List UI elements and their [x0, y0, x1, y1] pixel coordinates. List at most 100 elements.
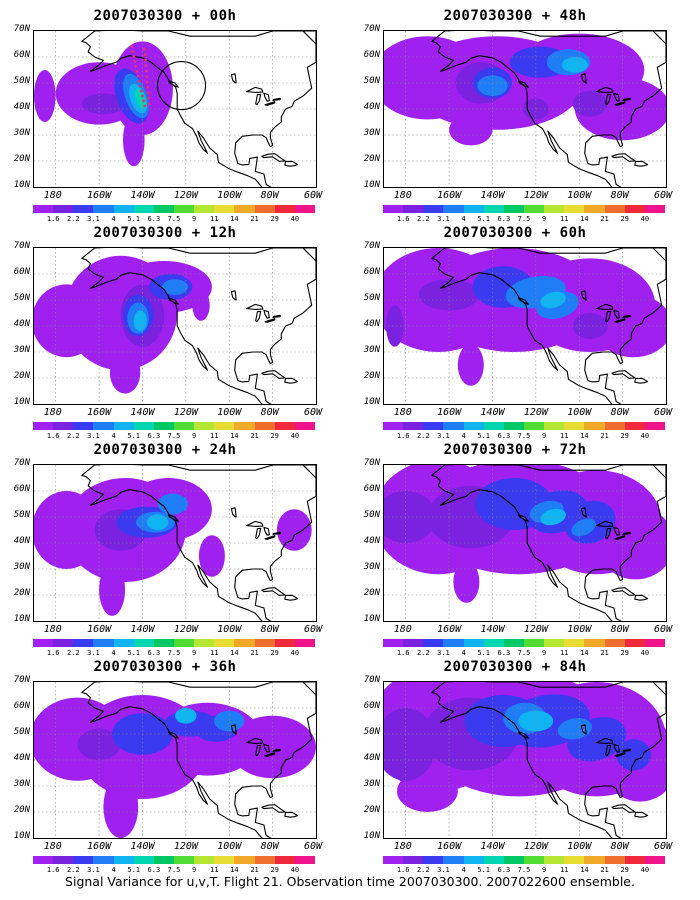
colorbar-swatch: [93, 639, 114, 647]
longitude-label: 100W: [217, 841, 242, 852]
coastline-hispaniola: [634, 160, 649, 167]
coastline-north-america: [431, 248, 666, 404]
colorbar-swatch: [133, 422, 154, 430]
variance-contour: [457, 344, 484, 386]
colorbar-swatch: [254, 422, 275, 430]
variance-contour: [561, 57, 588, 73]
forecast-panel: 2007030300 + 60h 70N 60N 50N 40N 30N 20N 10N 180…: [350, 225, 680, 440]
colorbar-swatch: [93, 205, 114, 213]
colorbar-swatch: [544, 856, 565, 864]
colorbar-labels: 1.6 2.2 3.1 4 5.1 6.3 7.5 9 11 14 21 29 40: [383, 432, 665, 440]
colorbar-swatch: [443, 856, 464, 864]
colorbar-level-label: 2.2: [66, 432, 80, 440]
longitude-label: 60W: [304, 624, 323, 635]
colorbar-swatch: [153, 205, 174, 213]
dropsonde-point: [141, 94, 144, 98]
latitude-label: 20N: [363, 805, 380, 815]
lake-outline: [596, 737, 614, 744]
longitude-label: 100W: [567, 841, 592, 852]
longitude-label: 100W: [567, 190, 592, 201]
dropsonde-point: [137, 79, 141, 83]
colorbar-swatch: [463, 422, 484, 430]
colorbar-level-label: 14: [580, 866, 589, 874]
variance-contour: [572, 313, 608, 339]
lake-outline: [622, 748, 631, 752]
longitude-label: 60W: [654, 841, 673, 852]
colorbar-level-label: 6.3: [147, 649, 161, 657]
map-frame: [383, 247, 667, 405]
colorbar-swatch: [113, 856, 134, 864]
latitude-label: 20N: [13, 371, 30, 381]
colorbar-swatch: [254, 639, 275, 647]
lake-outline: [263, 92, 270, 102]
dropsonde-point: [145, 80, 149, 84]
colorbar-level-label: 9: [542, 432, 547, 440]
colorbar-level-label: 29: [620, 215, 629, 223]
colorbar-swatch: [544, 639, 565, 647]
longitude-label: 80W: [610, 841, 629, 852]
colorbar-labels: 1.6 2.2 3.1 4 5.1 6.3 7.5 9 11 14 21 29 40: [383, 215, 665, 223]
panel-title: 2007030300 + 48h: [443, 8, 587, 24]
lake-outline: [614, 752, 626, 757]
latitude-label: 30N: [13, 345, 30, 355]
colorbar-swatch: [173, 205, 195, 213]
map-svg: [384, 248, 666, 404]
longitude-label: 120W: [173, 624, 198, 635]
colorbar-level-label: 14: [230, 215, 239, 223]
colorbar-labels: 1.6 2.2 3.1 4 5.1 6.3 7.5 9 11 14 21 29 40: [383, 866, 665, 874]
lake-outline: [246, 737, 264, 744]
colorbar-level-label: 7.5: [167, 649, 181, 657]
colorbar-level-label: 7.5: [517, 215, 531, 223]
coastline-vancouver-island: [167, 514, 179, 522]
colorbar-level-label: 2.2: [416, 649, 430, 657]
coastline-vancouver-island: [517, 514, 529, 522]
latitude-label: 40N: [13, 536, 30, 546]
colorbar-swatch: [194, 856, 215, 864]
longitude-label: 80W: [260, 624, 279, 635]
colorbar-level-label: 2.2: [66, 215, 80, 223]
coastline-vancouver-island: [517, 80, 529, 88]
longitude-label: 100W: [567, 407, 592, 418]
colorbar-level-label: 40: [290, 215, 300, 223]
lake-outline: [255, 527, 262, 540]
variance-field: [34, 255, 212, 394]
colorbar-swatch: [73, 856, 94, 864]
lake-outline: [605, 310, 612, 323]
colorbar-swatch: [604, 639, 625, 647]
colorbar-swatch: [274, 856, 295, 864]
colorbar-level-label: 29: [270, 215, 279, 223]
colorbar-swatch: [604, 422, 625, 430]
longitude-label: 180: [43, 624, 62, 635]
map-frame: [33, 464, 317, 622]
colorbar-swatch: [523, 856, 545, 864]
latitude-label: 40N: [363, 319, 380, 329]
colorbar-level-label: 4: [461, 432, 466, 440]
colorbar-level-label: 40: [640, 215, 650, 223]
colorbar-level-label: 21: [250, 215, 259, 223]
colorbar-swatch: [153, 422, 174, 430]
latitude-label: 10N: [363, 831, 380, 841]
dropsonde-point: [146, 86, 150, 89]
colorbar-level-label: 29: [620, 866, 629, 874]
variance-contour: [418, 279, 480, 311]
latitude-label: 60N: [363, 267, 380, 277]
colorbar-level-label: 29: [270, 649, 279, 657]
colorbar-level-label: 7.5: [167, 432, 181, 440]
colorbar-swatch: [644, 205, 665, 213]
latitude-label: 10N: [13, 614, 30, 624]
latitude-label: 10N: [363, 614, 380, 624]
colorbar-labels: 1.6 2.2 3.1 4 5.1 6.3 7.5 9 11 14 21 29 40: [33, 649, 315, 657]
latitude-label: 30N: [363, 128, 380, 138]
lake-outline: [230, 290, 237, 301]
colorbar-swatch: [254, 205, 275, 213]
colorbar-level-label: 11: [560, 432, 569, 440]
latitude-label: 50N: [13, 510, 30, 520]
colorbar-level-label: 14: [230, 866, 239, 874]
latitude-label: 20N: [363, 154, 380, 164]
longitude-label: 120W: [173, 190, 198, 201]
colorbar-swatch: [644, 856, 665, 864]
variance-contour: [157, 493, 188, 515]
lake-outline: [580, 290, 587, 301]
coastline-cuba: [611, 587, 636, 596]
colorbar-level-label: 3.1: [87, 866, 100, 874]
